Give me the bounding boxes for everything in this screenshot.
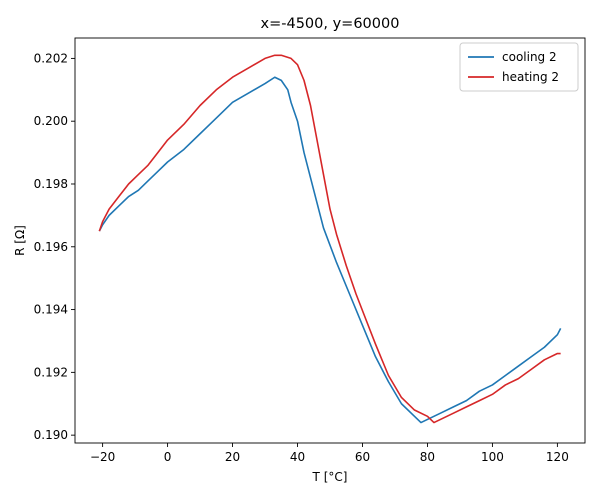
legend: cooling 2 heating 2 — [459, 42, 579, 92]
axes-frame — [74, 37, 586, 444]
x-tick-label: 120 — [546, 450, 569, 464]
x-tick-label: 20 — [225, 450, 240, 464]
legend-box — [459, 42, 579, 92]
series-line-1 — [98, 76, 562, 424]
x-tick-label: 40 — [290, 450, 305, 464]
legend-label-1: cooling 2 — [502, 50, 557, 64]
chart-title: x=-4500, y=60000 — [261, 16, 400, 32]
y-tick-label: 0.202 — [34, 51, 68, 65]
y-axis-label: R [Ω] — [13, 225, 27, 256]
x-tick-label: −20 — [90, 450, 115, 464]
plot-area — [98, 54, 562, 424]
y-tick-label: 0.200 — [34, 114, 68, 128]
x-tick-label: 0 — [164, 450, 172, 464]
y-tick-label: 0.194 — [34, 303, 68, 317]
y-tick-label: 0.190 — [34, 428, 68, 442]
legend-label-2: heating 2 — [502, 70, 559, 84]
x-tick-label: 100 — [481, 450, 504, 464]
y-tick-label: 0.196 — [34, 240, 68, 254]
axes: −20 0 20 40 60 80 100 120 0.190 0.192 0.194 0.196 0.… — [34, 37, 586, 464]
series-line-2 — [98, 54, 561, 424]
y-tick-label: 0.192 — [34, 365, 68, 379]
x-tick-label: 60 — [355, 450, 370, 464]
y-tick-label: 0.198 — [34, 177, 68, 191]
x-tick-label: 80 — [420, 450, 435, 464]
x-axis-label: T [°C] — [312, 470, 348, 484]
